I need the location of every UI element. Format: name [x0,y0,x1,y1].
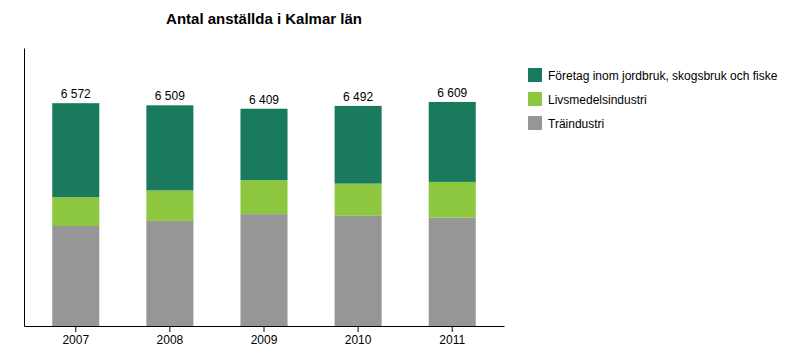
total-label: 6 492 [343,90,373,104]
plot: 6 572 6 509 6 409 6 492 6 609 2007 2008 2009 201… [25,49,505,347]
x-axis: 2007 2008 2009 2010 2011 [25,326,505,347]
bar-segment [240,180,287,214]
x-tick-label: 2008 [157,333,184,347]
y-axis-line [24,49,25,327]
bar-series [52,180,476,226]
legend-swatch [528,116,542,130]
x-tick-mark [75,326,76,332]
x-tick-label: 2011 [439,333,465,347]
legend-swatch [528,92,542,106]
x-tick: 2007 [62,326,89,347]
legend-label: Livsmedelsindustri [548,93,647,107]
total-label: 6 609 [437,86,467,100]
legend-item: Företag inom jordbruk, skogsbruk och fis… [528,68,778,83]
x-tick: 2010 [345,326,372,347]
bar-segment [429,102,476,182]
legend-label: Företag inom jordbruk, skogsbruk och fis… [548,69,778,83]
bar-segment [52,226,99,326]
chart: 6 572 6 509 6 409 6 492 6 609 2007 2008 2009 201… [0,0,794,358]
bar-series [52,102,476,197]
bar-segment [240,109,287,181]
x-tick-label: 2009 [251,333,278,347]
x-tick-label: 2010 [345,333,372,347]
bar-segment [240,214,287,326]
bar-segment [335,216,382,326]
bar-segment [335,106,382,184]
x-tick: 2009 [251,326,278,347]
bar-segment [429,182,476,218]
bar-segment [146,190,193,221]
legend-item: Livsmedelsindustri [528,92,647,107]
x-tick-mark [169,326,170,332]
total-label: 6 409 [249,93,279,107]
x-tick-mark [452,326,453,332]
bar-segment [146,221,193,326]
bar-segment [52,103,99,197]
total-label: 6 509 [155,89,185,103]
title: Antal anställda i Kalmar län [166,10,362,27]
x-tick: 2008 [157,326,184,347]
legend-swatch [528,68,542,82]
x-tick-mark [264,326,265,332]
bar-series [52,214,476,326]
bar-segment [429,218,476,326]
bar-segment [146,105,193,190]
x-tick-label: 2007 [62,333,89,347]
x-tick: 2011 [439,326,465,347]
total-labels: 6 572 6 509 6 409 6 492 6 609 [61,86,468,107]
bar-segment [335,184,382,216]
legend-item: Träindustri [528,116,604,131]
bars [52,102,476,326]
bar-segment [52,197,99,226]
legend: Företag inom jordbruk, skogsbruk och fis… [528,68,778,131]
y-axis [24,49,25,327]
legend-label: Träindustri [548,117,604,131]
total-label: 6 572 [61,87,91,101]
x-tick-mark [358,326,359,332]
